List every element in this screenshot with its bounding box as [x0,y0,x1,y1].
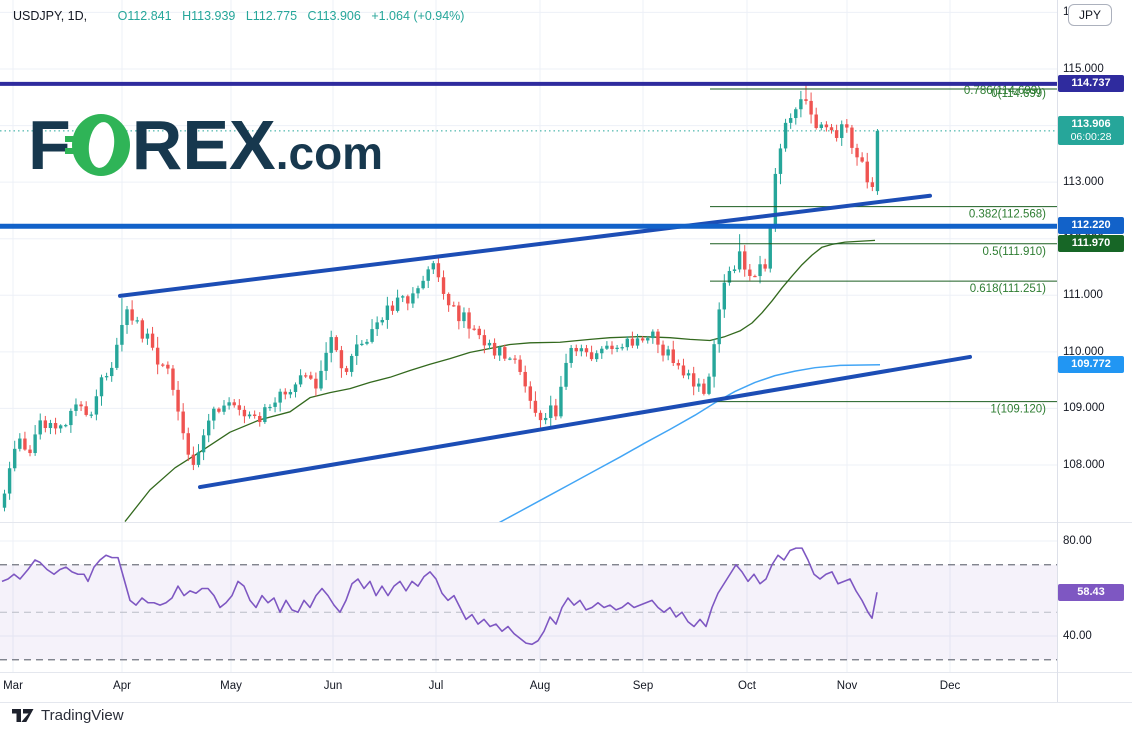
legend-close: C113.906 [307,9,361,23]
time-axis-label: May [220,680,242,692]
price-level-badge: 58.43 [1058,583,1124,601]
legend-change: +1.064 (+0.94%) [371,9,465,23]
price-tick: 109.000 [1063,402,1105,415]
ma-green[interactable] [124,239,876,522]
price-tick: 113.000 [1063,176,1104,189]
price-level-badge: 111.970 [1058,234,1124,252]
time-axis-label: Nov [836,680,858,692]
price-axis-border [1057,0,1058,702]
candlestick-series[interactable] [2,84,880,512]
time-axis-label: Jul [428,680,444,692]
price-level-badge: 114.737 [1058,75,1124,93]
ma-blue[interactable] [497,363,881,524]
fib-label: 0.5(111.910) [982,246,1046,258]
fib-label: 0.382(112.568) [969,209,1046,221]
currency-chip[interactable]: JPY [1068,4,1113,26]
time-axis-label: Oct [738,680,756,692]
price-tick: 108.000 [1063,458,1105,471]
pane-separator[interactable] [0,522,1132,523]
time-axis-label: Sep [632,680,654,692]
trendline-channel-top[interactable] [118,193,932,298]
watermark-letter-f: F [28,106,71,184]
time-axis-label: Aug [529,680,551,692]
fib-label: 0.618(111.251) [970,283,1046,295]
trendline-channel-bottom[interactable] [198,354,972,490]
fib-label: 0.786(114.699) [964,85,1041,97]
legend-open: O112.841 [117,9,172,23]
chart-bottom-border [0,702,1132,703]
rsi-tick: 40.00 [1063,630,1092,642]
forex-logo-o-icon [64,114,130,176]
rsi-tick: 80.00 [1063,535,1092,547]
time-axis-separator [0,672,1132,673]
rsi-line[interactable] [1,547,878,646]
fib-label: 1(109.120) [990,404,1046,416]
time-axis-label: Mar [3,680,23,692]
last-price-badge: 113.906 06:00:28 [1058,115,1124,145]
time-axis-label: Jun [323,680,343,692]
time-axis-label: Dec [939,680,961,692]
symbol-legend[interactable]: USDJPY, 1D, O112.841 H113.939 L112.775 C… [13,9,464,23]
legend-high: H113.939 [182,9,236,23]
price-level-badge: 109.772 [1058,356,1124,374]
watermark-letters-rex: REX [131,106,276,184]
tradingview-glyph-icon [12,709,34,722]
time-axis-label: Apr [113,680,131,692]
forex-com-watermark: F REX .com [28,108,383,182]
price-tick: 111.000 [1063,289,1103,302]
price-tick: 115.000 [1063,63,1104,75]
tradingview-logo[interactable]: TradingView [12,707,124,724]
fib-label: 0(114.699) [991,88,1046,100]
price-level-badge: 112.220 [1058,216,1124,234]
legend-low: L112.775 [245,9,298,23]
fib-retracement[interactable]: 0(114.699)0.786(114.699) 0.382(112.568) 0.… [710,85,1057,416]
watermark-com: .com [275,127,384,179]
tradingview-text: TradingView [41,707,124,724]
symbol-title[interactable]: USDJPY, 1D, [13,9,88,23]
price-tick: 110.000 [1063,345,1104,358]
